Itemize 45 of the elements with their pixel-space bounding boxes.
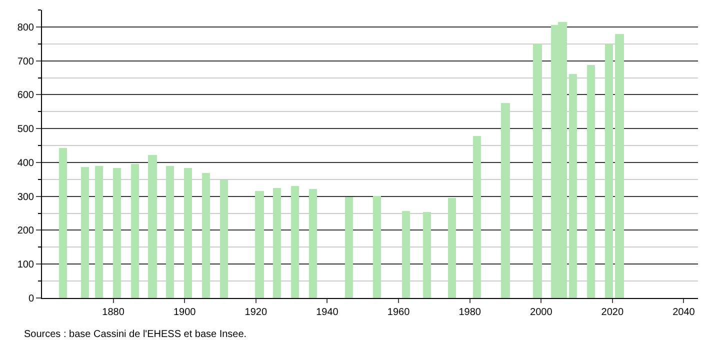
bar [533, 44, 542, 298]
bar [59, 148, 67, 298]
y-tick-label: 500 [17, 124, 34, 136]
bar [345, 197, 353, 298]
bar [184, 168, 192, 298]
bar [291, 186, 299, 298]
bar [255, 191, 264, 298]
y-tick-label: 800 [17, 22, 34, 34]
x-tick-label: 2020 [601, 307, 624, 318]
y-tick-label: 0 [28, 294, 34, 304]
bar [202, 173, 210, 298]
bar [309, 189, 317, 298]
x-tick-label: 1940 [316, 307, 339, 318]
bar [113, 168, 121, 298]
y-tick-label: 300 [17, 192, 34, 203]
x-tick-label: 1880 [102, 307, 125, 318]
bar [95, 166, 103, 298]
y-tick-label: 600 [17, 90, 34, 102]
bar [81, 167, 89, 298]
bar [131, 164, 139, 298]
bar [166, 166, 174, 298]
y-tick-label: 400 [17, 158, 34, 169]
x-tick-label: 1900 [173, 307, 196, 318]
y-tick-label: 100 [17, 260, 34, 271]
bar [448, 198, 456, 298]
bar [423, 212, 431, 298]
bar [402, 211, 410, 298]
x-tick-label: 1920 [244, 307, 268, 318]
bar [587, 65, 595, 298]
y-tick-label: 700 [17, 56, 34, 68]
x-tick-label: 2040 [672, 307, 696, 318]
bar [373, 196, 381, 298]
x-tick-label: 1980 [458, 307, 482, 318]
bar [605, 44, 613, 298]
bar [473, 136, 481, 298]
source-note: Sources : base Cassini de l'EHESS et base Insee. [24, 329, 247, 340]
bar [569, 74, 577, 298]
bar [148, 155, 157, 298]
y-tick-label: 200 [17, 226, 34, 237]
x-tick-label: 1960 [387, 307, 410, 318]
bar [615, 34, 624, 298]
bar [273, 188, 281, 298]
x-tick-label: 2000 [530, 307, 553, 318]
bar [220, 180, 228, 298]
bar [501, 103, 510, 298]
